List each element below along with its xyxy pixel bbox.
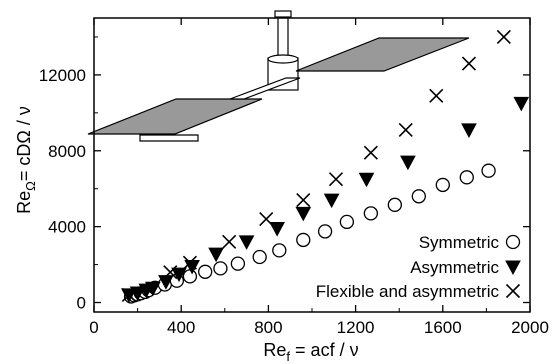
legend-marker-symmetric xyxy=(505,234,521,250)
point-flexible-asymmetric xyxy=(163,265,178,280)
illustration-beam xyxy=(139,134,199,142)
legend-marker-flexible-asymmetric xyxy=(505,283,521,299)
point-asymmetric xyxy=(269,222,285,237)
point-asymmetric xyxy=(171,267,187,283)
point-asymmetric xyxy=(323,193,340,209)
point-asymmetric xyxy=(208,247,224,263)
legend: Symmetric Asymmetric Flexible and asymmetr… xyxy=(316,233,521,301)
point-symmetric xyxy=(459,170,474,185)
point-asymmetric xyxy=(238,235,255,250)
x-tick-label: 1600 xyxy=(424,318,462,337)
y-tick-label: 0 xyxy=(77,294,86,313)
point-flexible-asymmetric xyxy=(182,255,197,270)
point-symmetric xyxy=(252,249,267,265)
point-flexible-asymmetric xyxy=(328,172,344,187)
point-asymmetric xyxy=(513,96,530,112)
point-symmetric xyxy=(481,163,496,178)
x-tick-label: 800 xyxy=(254,318,282,337)
illustration-right-wing xyxy=(295,37,470,72)
point-asymmetric xyxy=(358,172,375,188)
y-axis-label: ReΩ= cDΩ / ν xyxy=(14,106,38,214)
illustration-left-wing xyxy=(87,98,263,135)
point-symmetric xyxy=(296,232,311,248)
x-tick-label: 0 xyxy=(89,318,98,337)
x-tick-label: 2000 xyxy=(511,318,549,337)
point-asymmetric xyxy=(145,281,161,297)
point-asymmetric xyxy=(461,123,477,138)
point-flexible-asymmetric xyxy=(363,145,378,160)
point-symmetric xyxy=(213,261,228,276)
point-symmetric xyxy=(387,197,402,212)
illustration-rail xyxy=(229,77,301,100)
point-symmetric xyxy=(435,177,450,193)
y-tick-label: 4000 xyxy=(48,218,86,237)
point-symmetric xyxy=(339,214,355,230)
point-flexible-asymmetric xyxy=(296,193,311,208)
illustration-rod xyxy=(277,13,289,62)
x-axis-label: Ref = acf / ν xyxy=(263,340,358,364)
y-tick-label: 12000 xyxy=(39,66,86,85)
point-symmetric xyxy=(411,189,426,204)
point-asymmetric xyxy=(400,155,416,171)
series-layer xyxy=(121,29,530,304)
point-flexible-asymmetric xyxy=(121,287,136,302)
apparatus-illustration xyxy=(87,10,470,142)
axes xyxy=(93,17,531,313)
x-tick-label: 400 xyxy=(167,318,195,337)
illustration-hub-top xyxy=(267,54,299,64)
x-tick-label: 1200 xyxy=(337,318,375,337)
point-flexible-asymmetric xyxy=(222,234,237,249)
point-symmetric xyxy=(272,243,287,258)
point-flexible-asymmetric xyxy=(429,88,444,103)
point-symmetric xyxy=(198,264,213,279)
point-symmetric xyxy=(363,206,379,221)
point-flexible-asymmetric xyxy=(398,122,413,137)
point-symmetric xyxy=(182,269,198,284)
point-flexible-asymmetric xyxy=(496,29,511,45)
legend-label-symmetric: Symmetric xyxy=(419,233,500,252)
legend-label-flexible-asymmetric: Flexible and asymmetric xyxy=(316,282,500,301)
illustration-rod-cap xyxy=(274,10,292,18)
point-symmetric xyxy=(317,224,333,239)
point-symmetric xyxy=(230,256,246,271)
tick-labels: 0 400 800 1200 1600 2000 0 4000 8000 12000 xyxy=(39,66,549,337)
point-asymmetric xyxy=(295,206,312,222)
series-flexible-asymmetric xyxy=(121,29,511,302)
legend-marker-asymmetric xyxy=(505,260,521,276)
point-flexible-asymmetric xyxy=(259,211,274,227)
y-tick-label: 8000 xyxy=(48,142,86,161)
point-flexible-asymmetric xyxy=(461,56,477,71)
legend-label-asymmetric: Asymmetric xyxy=(410,258,499,277)
